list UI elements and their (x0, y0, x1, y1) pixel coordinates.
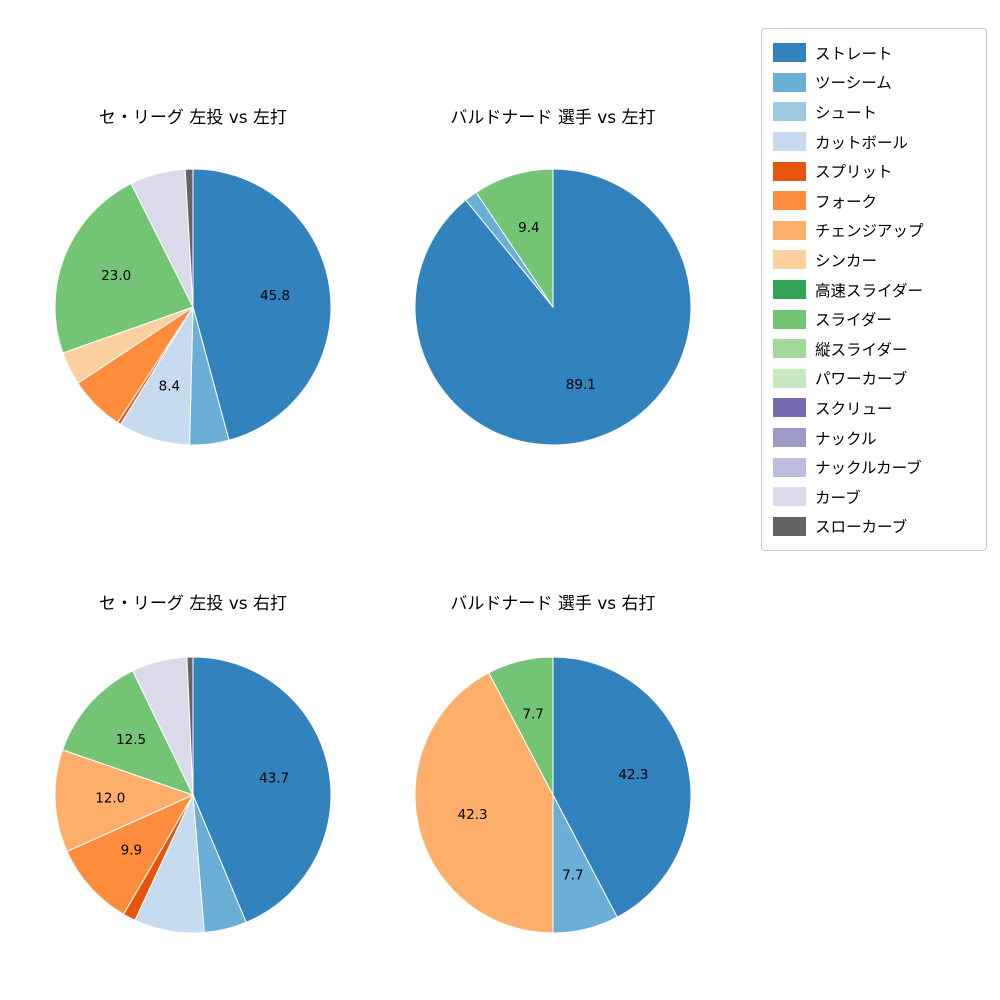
legend-swatch (773, 250, 806, 270)
legend-label: カットボール (815, 133, 909, 152)
pie-chart-2: 43.7 9.9 12.0 12.5 (54, 656, 332, 934)
legend-item: ナックル (773, 423, 975, 453)
legend-label: ナックルカーブ (815, 459, 922, 478)
slice-value-label: 43.7 (259, 771, 289, 787)
pie-slice (66, 793, 195, 915)
pie-slice (54, 182, 194, 354)
legend-swatch (773, 398, 806, 418)
legend-item: フォーク (773, 186, 975, 216)
legend-item: シンカー (773, 245, 975, 275)
legend-swatch (773, 161, 806, 181)
legend-swatch (773, 309, 806, 329)
legend-swatch (773, 72, 806, 92)
legend-label: スプリット (815, 163, 893, 182)
legend-item: 高速スライダー (773, 275, 975, 305)
slice-value-label: 7.7 (562, 867, 583, 883)
slice-value-label: 42.3 (618, 767, 648, 783)
legend-item: カットボール (773, 127, 975, 157)
legend-label: スクリュー (815, 399, 893, 418)
pie-slice (54, 749, 195, 853)
legend-label: チェンジアップ (815, 222, 924, 241)
legend-swatch (773, 43, 806, 63)
slice-value-label: 8.4 (159, 378, 180, 394)
pie-slice (192, 168, 332, 441)
legend-swatch (773, 191, 806, 211)
slice-value-label: 9.9 (121, 842, 142, 858)
legend-swatch (773, 487, 806, 507)
legend-item: ストレート (773, 38, 975, 68)
legend-label: 縦スライダー (815, 340, 908, 359)
pie-chart-3: 42.3 7.7 42.3 7.7 (414, 656, 692, 934)
pie-slice (186, 656, 194, 796)
pie-slice (552, 656, 692, 918)
pie-slice (475, 168, 554, 309)
pie-slice (192, 656, 332, 923)
legend-swatch (773, 368, 806, 388)
legend-label: ストレート (815, 44, 893, 63)
legend-label: ナックル (815, 429, 877, 448)
legend-label: パワーカーブ (815, 370, 908, 389)
legend-item: チェンジアップ (773, 216, 975, 246)
chart-title-3: バルドナード 選手 vs 右打 (450, 594, 656, 614)
pie-slice (488, 656, 554, 796)
legend-item: カーブ (773, 482, 975, 512)
slice-value-label: 7.7 (522, 707, 543, 723)
legend-swatch (773, 132, 806, 152)
chart-title-2: セ・リーグ 左投 vs 右打 (98, 594, 288, 614)
legend-item: ツーシーム (773, 68, 975, 98)
pie-chart-1: 89.1 9.4 (414, 168, 692, 446)
slice-value-label: 89.1 (566, 377, 596, 393)
pie-chart-0: 45.8 8.4 23.0 (54, 168, 332, 446)
legend-label: ツーシーム (815, 74, 892, 93)
legend-item: ナックルカーブ (773, 452, 975, 482)
legend-swatch (773, 339, 806, 359)
legend-label: フォーク (815, 192, 878, 211)
pie-slice (184, 168, 194, 308)
legend-swatch (773, 280, 806, 300)
legend-label: スローカーブ (815, 518, 908, 537)
legend-item: 縦スライダー (773, 334, 975, 364)
legend-item: スクリュー (773, 393, 975, 423)
slice-value-label: 12.5 (116, 732, 146, 748)
legend-swatch (773, 457, 806, 477)
legend-swatch (773, 102, 806, 122)
legend-label: シュート (815, 103, 878, 122)
slice-value-label: 23.0 (101, 268, 131, 284)
legend: ストレートツーシームシュートカットボール スプリットフォークチェンジアップ シンカー… (761, 28, 987, 552)
legend-label: カーブ (815, 488, 861, 507)
legend-item: スプリット (773, 156, 975, 186)
slice-value-label: 9.4 (518, 220, 539, 236)
slice-value-label: 12.0 (95, 791, 125, 807)
slice-value-label: 42.3 (458, 807, 488, 823)
legend-item: スライダー (773, 304, 975, 334)
legend-label: 高速スライダー (815, 281, 923, 300)
legend-item: パワーカーブ (773, 364, 975, 394)
legend-swatch (773, 428, 806, 448)
legend-item: シュート (773, 97, 975, 127)
slice-value-label: 45.8 (260, 288, 290, 304)
chart-title-1: バルドナード 選手 vs 左打 (450, 108, 656, 128)
pie-slice (61, 670, 194, 796)
pie-slice (414, 672, 554, 934)
legend-swatch (773, 516, 806, 536)
legend-label: シンカー (815, 251, 878, 270)
chart-title-0: セ・リーグ 左投 vs 左打 (98, 108, 288, 128)
legend-item: スローカーブ (773, 512, 975, 542)
legend-label: スライダー (815, 311, 892, 330)
legend-swatch (773, 220, 806, 240)
